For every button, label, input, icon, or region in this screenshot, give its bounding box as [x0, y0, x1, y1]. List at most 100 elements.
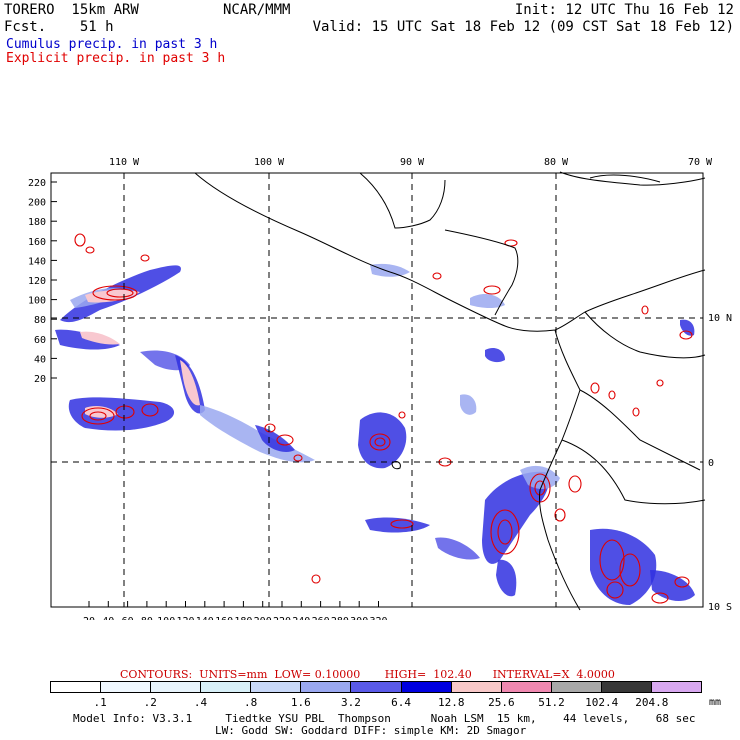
contour [92, 285, 138, 301]
axis-ticks [51, 181, 379, 607]
colorbar-label: 12.8 [437, 696, 465, 709]
lat-lon-grid [51, 173, 703, 607]
coastline-central-america [194, 172, 706, 332]
x-tick-label: 40 [102, 616, 114, 620]
model-info-physics: LW: Godd SW: Goddard DIFF: simple KM: 2D… [215, 724, 527, 737]
lon-label: 90 W [400, 157, 425, 168]
x-tick-label: 140 [196, 616, 214, 620]
legend-explicit: Explicit precip. in past 3 h [6, 51, 226, 66]
precip-area [650, 570, 695, 602]
contour [490, 509, 520, 555]
x-tick-label: 300 [350, 616, 368, 620]
colorbar-label: .4 [193, 696, 208, 709]
forecast-hour: Fcst. 51 h [4, 19, 114, 35]
x-tick-label: 120 [176, 616, 194, 620]
border-south-america-2 [584, 311, 706, 359]
x-tick-label: 240 [292, 616, 310, 620]
y-tick-label: 40 [34, 354, 46, 365]
border-south-america-1 [579, 389, 701, 471]
init-time: Init: 12 UTC Thu 16 Feb 12 [514, 2, 734, 18]
contour [432, 272, 442, 280]
x-tick-label: 80 [141, 616, 153, 620]
precip-core [80, 331, 120, 345]
contour [619, 553, 641, 587]
colorbar-label: 25.6 [488, 696, 515, 709]
colorbar-label: 1.6 [290, 696, 311, 709]
map-frame [50, 172, 704, 608]
contour [374, 437, 386, 447]
colorbar-label: 3.2 [340, 696, 361, 709]
colorbar-segment [201, 682, 252, 692]
precip-area [496, 559, 517, 597]
colorbar-segment [601, 682, 652, 692]
contour [497, 519, 513, 545]
colorbar-label: 102.4 [585, 696, 619, 709]
colorbar-segment [451, 682, 502, 692]
explicit-precip-contours [74, 233, 693, 604]
precip-area [470, 294, 505, 309]
y-tick-label: 220 [28, 178, 46, 189]
precip-area [200, 405, 315, 463]
contour [140, 254, 150, 262]
contour [311, 574, 321, 584]
contour [651, 592, 669, 604]
x-tick-label: 200 [254, 616, 272, 620]
x-tick-label: 220 [273, 616, 291, 620]
colorbar-segment [501, 682, 552, 692]
colorbar [50, 681, 702, 693]
contour [106, 288, 134, 298]
colorbar-segment [51, 682, 102, 692]
contour [390, 519, 414, 529]
coastline-caribbean [444, 229, 519, 316]
precip-area [370, 263, 410, 277]
x-tick-label: 260 [312, 616, 330, 620]
legend-cumulus: Cumulus precip. in past 3 h [6, 37, 218, 52]
contour [141, 403, 159, 417]
y-tick-label: 60 [34, 335, 46, 346]
coastline-gulf [359, 172, 446, 229]
coastline-south-america [539, 329, 581, 611]
contour [483, 285, 501, 295]
island [391, 461, 401, 470]
contour [74, 233, 86, 247]
lon-label: 110 W [109, 157, 140, 168]
y-tick-label: 200 [28, 198, 46, 209]
valid-time: Valid: 15 UTC Sat 18 Feb 12 (09 CST Sat … [312, 19, 734, 35]
lon-label: 100 W [254, 157, 285, 168]
lat-label: 10 N [708, 313, 732, 324]
precip-area [485, 348, 505, 363]
y-tick-label: 180 [28, 217, 46, 228]
x-tick-label: 100 [157, 616, 175, 620]
contour [641, 305, 649, 315]
colorbar-unit: mm [709, 697, 722, 708]
contour [293, 454, 303, 462]
model-name: TORERO 15km ARW [4, 2, 139, 18]
colorbar-segment [351, 682, 402, 692]
x-tick-label: 60 [122, 616, 134, 620]
precip-area [680, 319, 695, 336]
contour [554, 508, 566, 522]
contour [632, 407, 640, 417]
colorbar-segment [551, 682, 602, 692]
colorbar-label: .2 [143, 696, 157, 709]
coastlines [194, 171, 706, 611]
y-tick-label: 160 [28, 237, 46, 248]
y-tick-label: 100 [28, 296, 46, 307]
x-tick-label: 320 [369, 616, 387, 620]
border-south-america-3 [561, 439, 706, 505]
lon-label: 80 W [544, 157, 569, 168]
colorbar-labels: .1 .2 .4 .8 1.6 3.2 6.4 12.8 25.6 51.2 102.4 204.8 [50, 696, 702, 709]
contour [606, 581, 624, 599]
contour [590, 382, 600, 394]
precip-area [460, 394, 477, 415]
colorbar-label: .1 [93, 696, 107, 709]
cuba [589, 174, 661, 183]
y-tick-label: 140 [28, 256, 46, 267]
x-tick-label: 160 [215, 616, 233, 620]
y-tick-label: 120 [28, 276, 46, 287]
lat-label: 0 [708, 458, 714, 469]
contour [369, 433, 391, 451]
contour-info: CONTOURS: UNITS=mm LOW= 0.10000 HIGH= 10… [120, 668, 615, 681]
